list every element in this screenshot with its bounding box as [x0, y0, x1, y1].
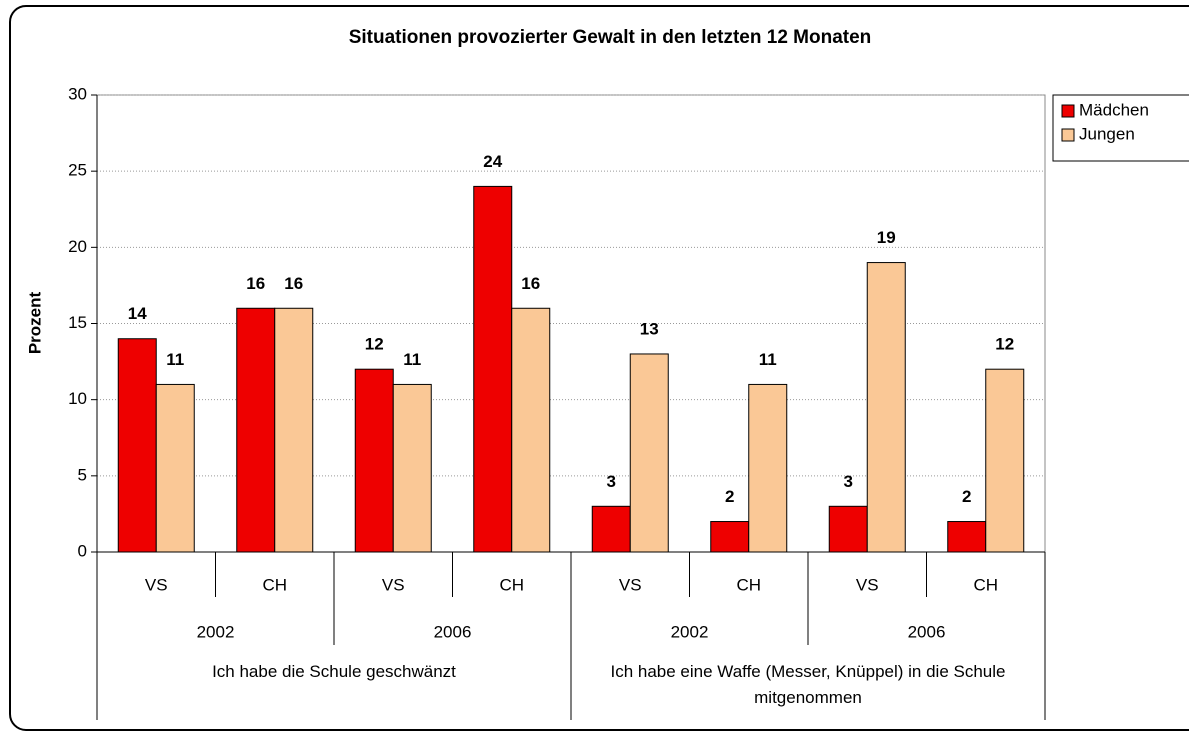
- y-axis-label: Prozent: [25, 291, 44, 354]
- x-tick-label: VS: [619, 575, 642, 594]
- bar: [274, 307, 314, 553]
- bar: [866, 262, 906, 553]
- bar: [710, 521, 750, 553]
- bar: [511, 307, 551, 553]
- data-label: 16: [284, 274, 303, 293]
- chart-title: Situationen provozierter Gewalt in den l…: [349, 27, 872, 48]
- data-label: 3: [844, 472, 853, 491]
- bar: [155, 383, 195, 553]
- year-label: 2006: [434, 622, 472, 641]
- bar: [354, 368, 394, 553]
- legend-label: Mädchen: [1079, 100, 1149, 119]
- data-label: 2: [725, 487, 734, 506]
- bar: [629, 353, 669, 553]
- bar: [748, 383, 788, 553]
- y-tick-label: 0: [78, 541, 87, 560]
- y-tick-label: 25: [68, 161, 87, 180]
- x-tick-label: VS: [382, 575, 405, 594]
- group-label: Ich habe eine Waffe (Messer, Knüppel) in…: [610, 662, 1006, 707]
- data-label: 12: [995, 335, 1014, 354]
- x-tick-label: CH: [262, 575, 287, 594]
- bar: [236, 307, 276, 553]
- data-label: 11: [759, 350, 777, 369]
- legend: [1052, 94, 1189, 162]
- data-label: 24: [483, 152, 502, 171]
- x-tick-label: CH: [499, 575, 524, 594]
- bar: [117, 338, 157, 553]
- bar: [985, 368, 1025, 553]
- bar: [392, 383, 432, 553]
- data-label: 12: [365, 335, 384, 354]
- legend-label: Jungen: [1079, 124, 1135, 143]
- data-label: 11: [166, 350, 184, 369]
- y-tick-label: 10: [68, 389, 87, 408]
- x-tick-label: CH: [973, 575, 998, 594]
- x-tick-label: VS: [145, 575, 168, 594]
- data-label: 3: [607, 472, 616, 491]
- data-label: 16: [521, 274, 540, 293]
- legend-swatch: [1061, 104, 1075, 118]
- data-label: 13: [640, 319, 659, 338]
- group-label: Ich habe die Schule geschwänzt: [212, 662, 456, 681]
- y-tick-label: 30: [68, 84, 87, 103]
- x-tick-label: CH: [736, 575, 761, 594]
- bar: [947, 521, 987, 553]
- data-label: 2: [962, 487, 971, 506]
- bar: [473, 185, 513, 553]
- data-label: 11: [403, 350, 421, 369]
- year-label: 2002: [671, 622, 709, 641]
- y-tick-label: 5: [78, 465, 87, 484]
- legend-swatch: [1061, 128, 1075, 142]
- year-label: 2002: [197, 622, 235, 641]
- x-tick-label: VS: [856, 575, 879, 594]
- bar: [591, 505, 631, 553]
- data-label: 14: [128, 304, 147, 323]
- y-tick-label: 20: [68, 237, 87, 256]
- data-label: 19: [877, 228, 896, 247]
- data-label: 16: [246, 274, 265, 293]
- bar: [828, 505, 868, 553]
- year-label: 2006: [908, 622, 946, 641]
- y-tick-label: 15: [68, 313, 87, 332]
